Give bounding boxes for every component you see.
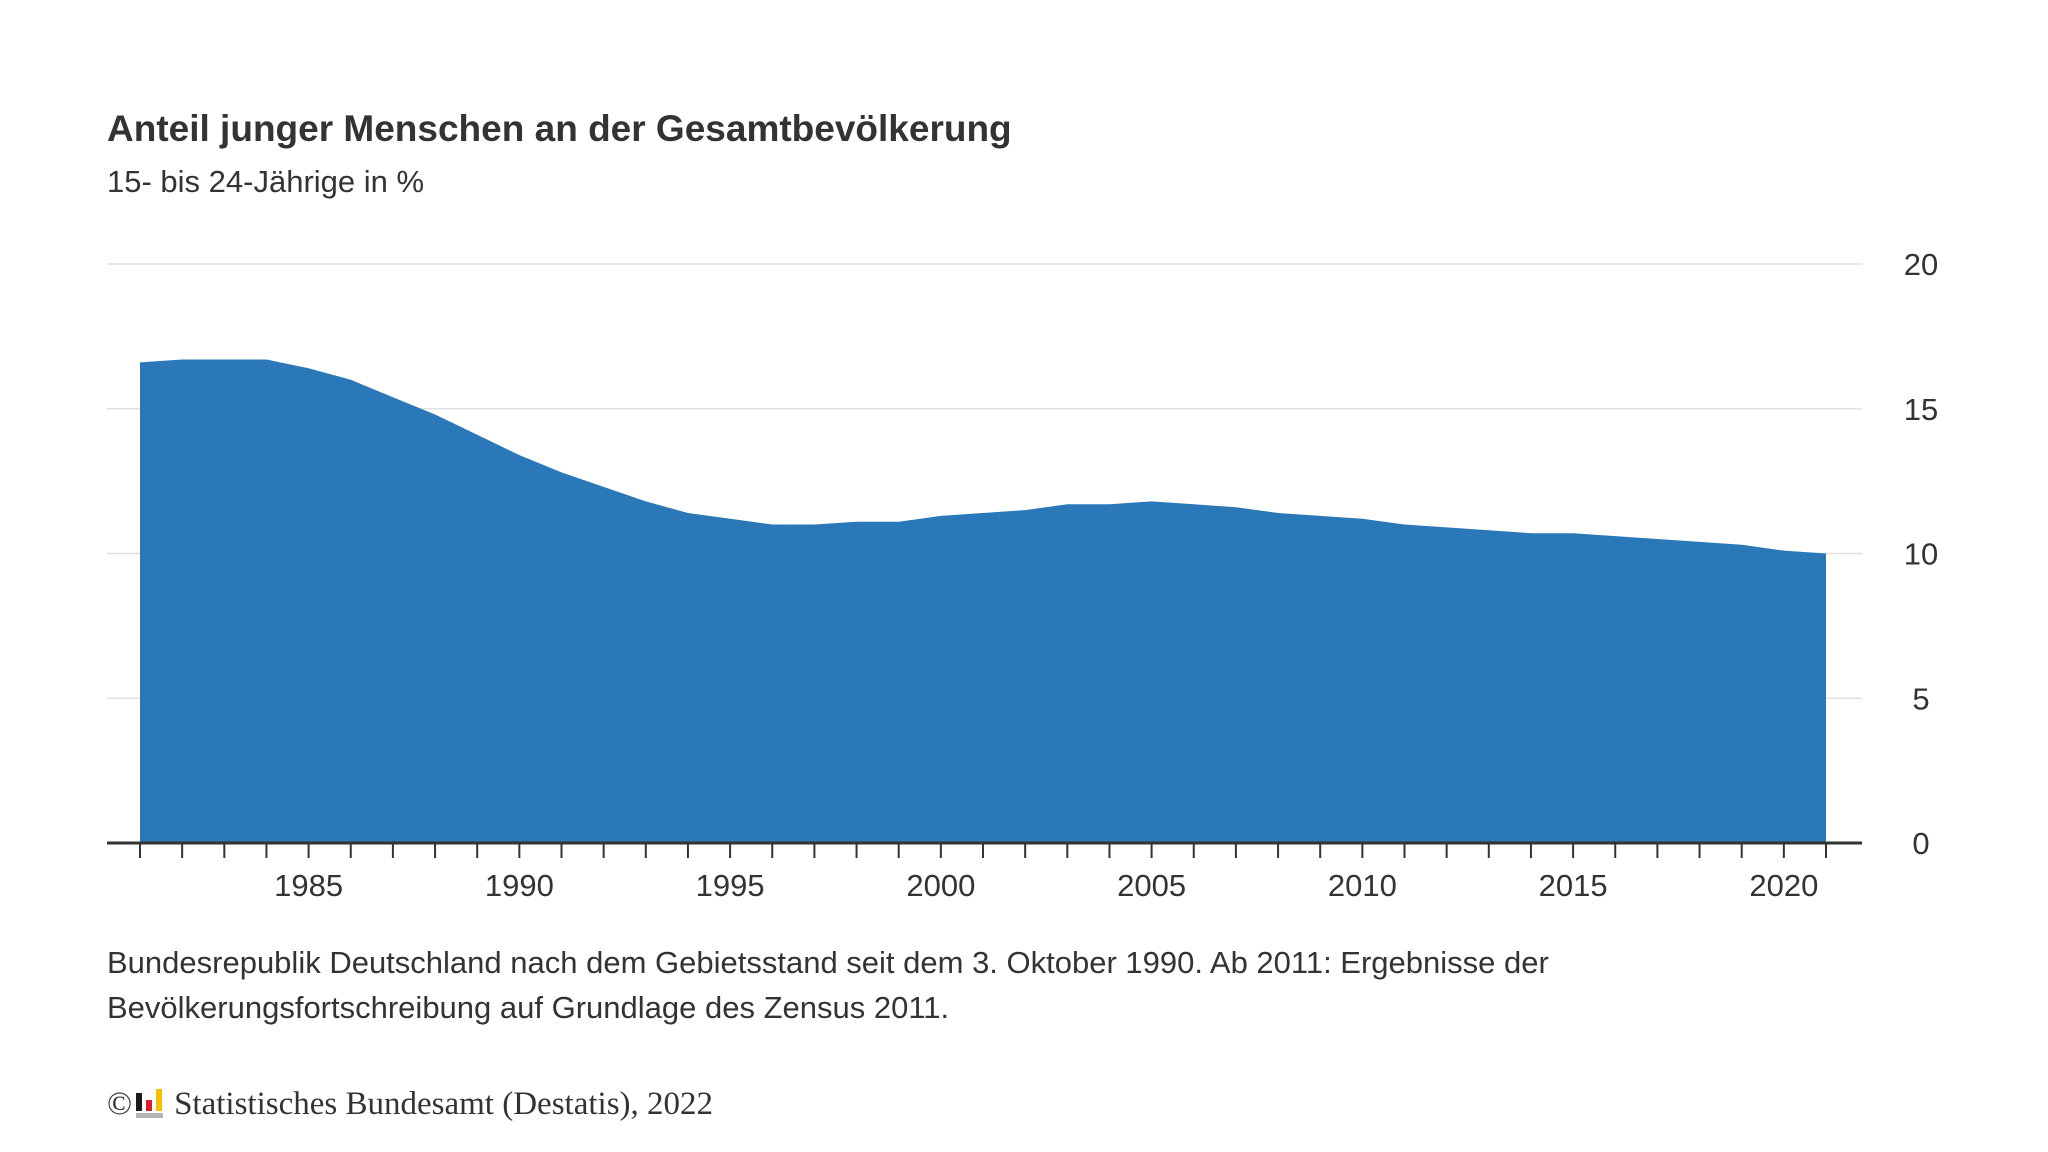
footnote-line-2: Bevölkerungsfortschreibung auf Grundlage… [107,990,950,1025]
destatis-logo-icon [136,1088,164,1118]
copyright: © Statistisches Bundesamt (Destatis), 20… [107,1086,713,1123]
x-tick-label: 1995 [696,868,765,903]
x-axis [107,841,1862,858]
y-axis-labels: 0 5 10 15 20 [1904,247,1938,861]
area-fill [140,359,1826,843]
footnote: Bundesrepublik Deutschland nach dem Gebi… [107,940,1907,1030]
x-tick-label: 2000 [906,868,975,903]
y-tick-label: 0 [1912,826,1929,861]
copyright-icon: © [107,1086,133,1122]
x-tick-label: 2015 [1539,868,1608,903]
y-tick-label: 15 [1904,392,1938,427]
y-tick-label: 20 [1904,247,1938,282]
x-tick-label: 2020 [1749,868,1818,903]
x-axis-labels: 1985 1990 1995 2000 2005 2010 2015 2020 [274,868,1818,903]
area-series [140,359,1826,843]
x-tick-label: 1985 [274,868,343,903]
x-tick-label: 2010 [1328,868,1397,903]
chart-title: Anteil junger Menschen an der Gesamtbevö… [107,108,1012,149]
y-tick-label: 10 [1904,537,1938,572]
x-tick-label: 2005 [1117,868,1186,903]
y-tick-label: 5 [1912,681,1929,716]
footnote-line-1: Bundesrepublik Deutschland nach dem Gebi… [107,945,1549,980]
x-tick-label: 1990 [485,868,554,903]
chart-subtitle: 15- bis 24-Jährige in % [107,164,425,199]
copyright-text: Statistisches Bundesamt (Destatis), 2022 [174,1086,714,1122]
